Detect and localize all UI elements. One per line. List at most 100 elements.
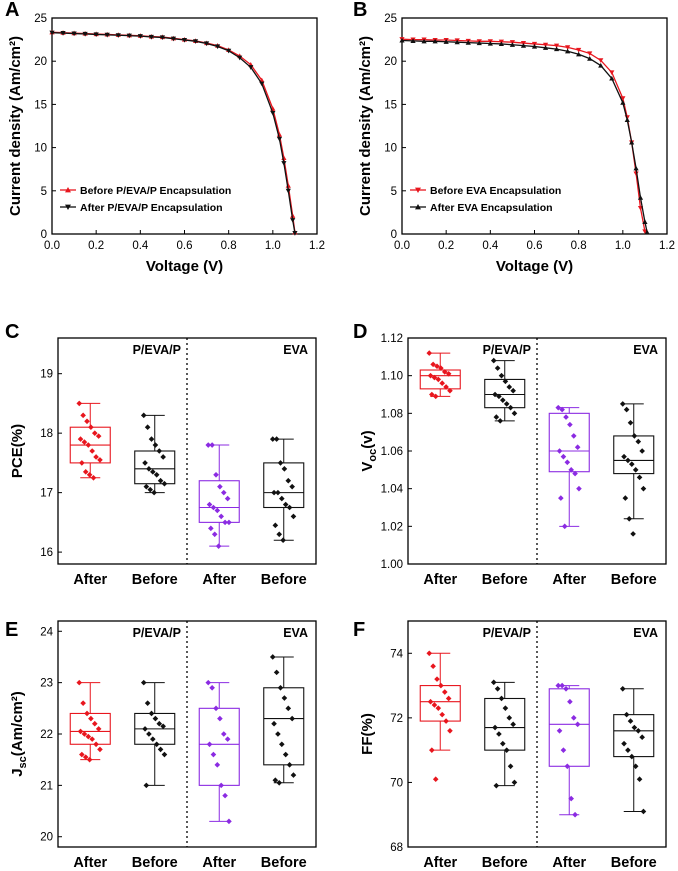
data-point	[622, 495, 629, 501]
data-point	[285, 705, 292, 712]
data-point	[476, 40, 482, 46]
y-tick-label: 1.10	[381, 371, 403, 383]
y-tick-label: 15	[34, 99, 47, 111]
data-point	[148, 436, 155, 442]
data-point	[80, 412, 86, 419]
data-point	[490, 679, 497, 686]
data-point	[271, 720, 277, 727]
chart-panel-D: 1.00 1.02 1.04 1.06 1.08 1.10 1.12 P/EVA/P EVA Af…	[359, 333, 667, 588]
data-point	[426, 650, 433, 657]
chart-panel-E: 20 21 22 23 24 P/EVA/P EVA After Before After Befo…	[9, 620, 317, 871]
y-tick-label: 1.12	[381, 333, 403, 345]
category-label: Before	[611, 572, 657, 588]
legend-marker	[415, 187, 421, 193]
data-point	[635, 438, 642, 445]
data-point	[148, 710, 155, 717]
x-axis-label: Voltage (V)	[496, 258, 573, 275]
data-point	[289, 715, 295, 722]
data-point	[565, 48, 571, 54]
data-point	[639, 734, 645, 741]
data-point	[633, 165, 639, 171]
data-point	[218, 782, 224, 789]
data-point	[272, 777, 279, 784]
data-point	[209, 684, 215, 691]
y-tick-label: 25	[34, 13, 47, 25]
y-tick-label: 70	[390, 777, 403, 789]
data-point	[640, 808, 647, 815]
data-point	[208, 525, 214, 532]
data-point	[151, 489, 157, 496]
data-point	[627, 419, 634, 426]
data-point	[561, 523, 568, 530]
data-point	[443, 39, 449, 44]
data-point	[454, 39, 460, 45]
x-tick-label: 0.8	[221, 240, 237, 252]
data-point	[289, 483, 295, 490]
series-line	[51, 32, 296, 234]
data-point	[273, 669, 280, 676]
data-point	[399, 37, 405, 43]
data-point	[426, 350, 433, 356]
data-point	[152, 715, 159, 722]
data-point	[97, 457, 103, 463]
data-point	[510, 721, 516, 728]
data-point	[507, 763, 514, 770]
data-point	[559, 682, 565, 689]
panel-label-D: D	[353, 321, 367, 343]
data-point	[218, 513, 224, 520]
data-point	[157, 477, 164, 484]
legend-entry: After P/EVA/P Encapsulation	[80, 202, 223, 214]
data-point	[498, 695, 505, 702]
data-point	[443, 384, 449, 390]
data-point	[170, 36, 177, 42]
data-point	[496, 393, 502, 400]
data-point	[282, 501, 289, 508]
data-point	[224, 495, 231, 502]
y-axis-label: FF(%)	[359, 713, 376, 755]
data-point	[572, 811, 578, 818]
data-point	[205, 679, 212, 686]
y-tick-label: 1.08	[381, 408, 403, 420]
data-point	[156, 448, 163, 454]
data-point	[91, 430, 98, 436]
box	[613, 435, 655, 475]
data-point	[506, 384, 513, 390]
box	[419, 685, 461, 722]
data-point	[627, 718, 634, 724]
data-point	[269, 436, 276, 442]
data-point	[290, 213, 296, 218]
data-point	[160, 454, 166, 460]
data-point	[217, 715, 223, 722]
group-label: P/EVA/P	[483, 626, 531, 640]
data-point	[490, 357, 497, 364]
data-point	[598, 62, 604, 68]
data-point	[206, 741, 213, 748]
data-point	[445, 695, 452, 702]
data-point	[498, 372, 505, 379]
data-point	[215, 44, 221, 50]
data-point	[217, 483, 223, 490]
data-point	[619, 401, 626, 407]
data-point	[542, 42, 549, 48]
data-point	[85, 442, 92, 448]
data-point	[275, 731, 281, 737]
data-point	[213, 705, 219, 712]
y-tick-label: 25	[384, 13, 397, 25]
data-point	[576, 485, 582, 492]
data-point	[126, 33, 132, 39]
x-tick-label: 0.4	[132, 240, 149, 252]
data-point	[150, 736, 156, 742]
legend-marker	[415, 204, 421, 210]
data-point	[226, 48, 232, 54]
data-point	[140, 412, 147, 419]
data-point	[564, 459, 571, 466]
data-point	[434, 363, 440, 370]
category-label: After	[73, 855, 107, 871]
data-point	[275, 489, 281, 496]
data-point	[507, 404, 514, 411]
data-point	[84, 710, 90, 717]
data-point	[157, 746, 164, 753]
data-point	[445, 370, 452, 377]
x-axis-label: Voltage (V)	[146, 258, 223, 275]
data-point	[156, 720, 163, 727]
